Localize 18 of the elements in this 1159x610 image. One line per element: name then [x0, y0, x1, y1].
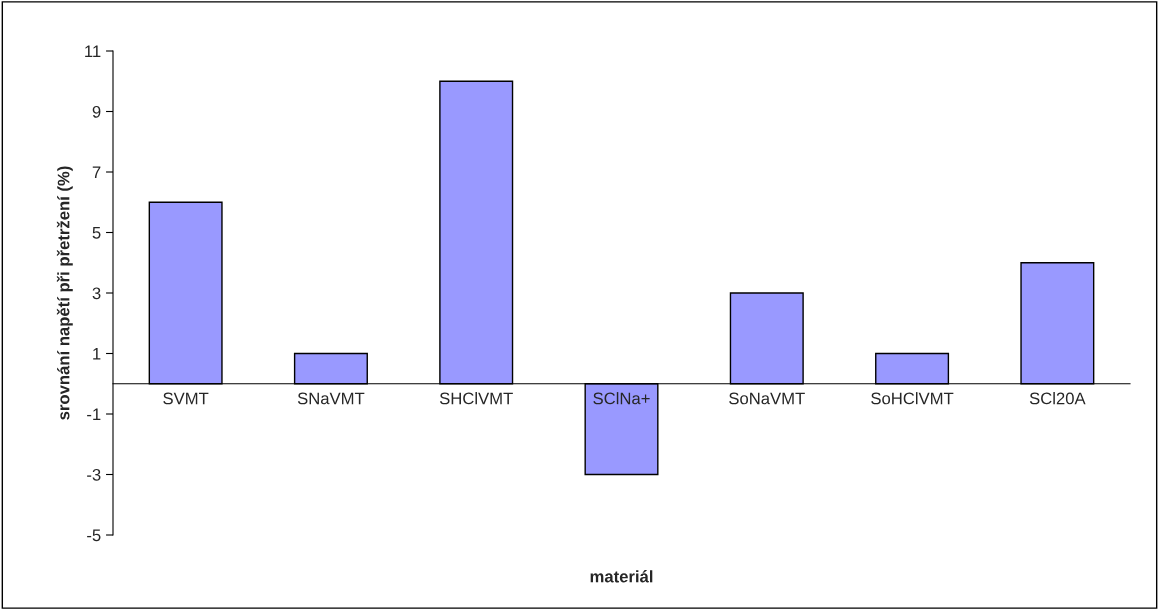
y-tick-label: -3 — [87, 468, 101, 481]
y-tick-label: -1 — [87, 408, 101, 421]
y-tick-label: 1 — [93, 348, 101, 360]
x-tick-label: SoNaVMT — [729, 392, 805, 405]
x-axis-title: materiál — [590, 570, 653, 583]
y-tick-label: 9 — [92, 105, 101, 118]
x-tick-label: SCl20A — [1029, 392, 1086, 405]
x-tick-label: SHClVMT — [439, 392, 513, 405]
x-tick-label: SClNa+ — [593, 392, 650, 405]
y-tick-label: 7 — [92, 166, 101, 179]
x-tick-label: SNaVMT — [297, 392, 365, 405]
x-tick-label: SoHClVMT — [871, 392, 954, 405]
y-tick-label: -5 — [87, 529, 101, 542]
x-tick-label: SVMT — [163, 392, 209, 405]
y-tick-label: 11 — [85, 45, 101, 58]
y-axis-title: srovnání napětí při přetržení (%) — [56, 166, 73, 420]
y-tick-label: 5 — [92, 227, 101, 239]
y-tick-label: 3 — [92, 287, 101, 300]
